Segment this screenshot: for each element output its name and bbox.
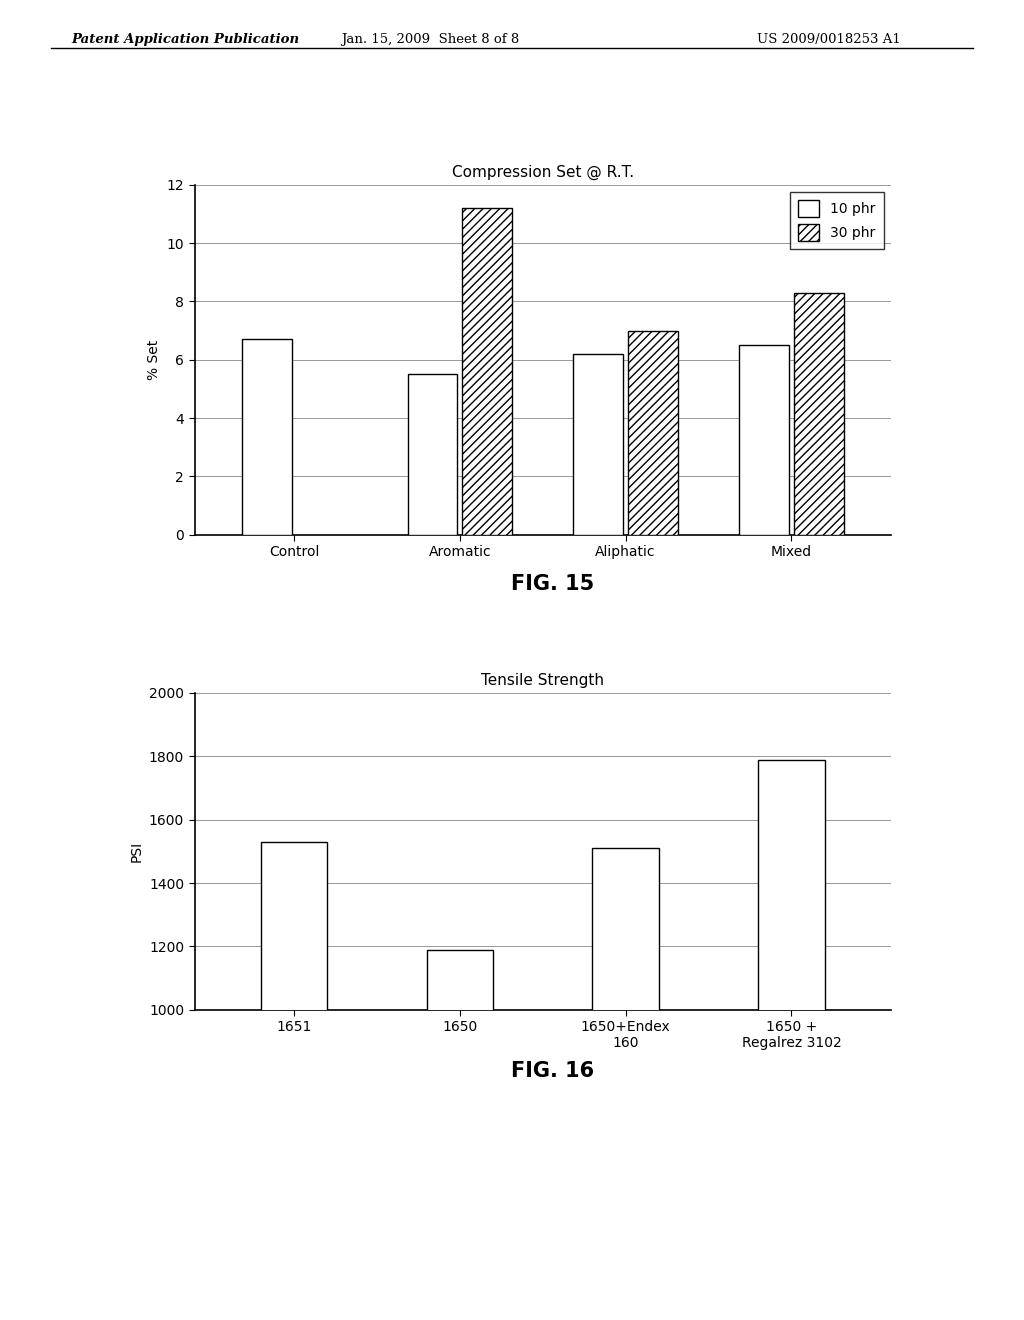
Bar (628, 330, 678, 535)
Text: FIG. 15: FIG. 15 (511, 574, 595, 594)
Bar (427, 949, 493, 1320)
Bar (794, 293, 844, 535)
Bar (593, 849, 658, 1320)
Bar (462, 209, 512, 535)
Text: Jan. 15, 2009  Sheet 8 of 8: Jan. 15, 2009 Sheet 8 of 8 (341, 33, 519, 46)
Bar (758, 759, 824, 1320)
Bar (408, 375, 458, 535)
Legend: 10 phr, 30 phr: 10 phr, 30 phr (790, 191, 884, 249)
Title: Tensile Strength: Tensile Strength (481, 673, 604, 688)
Bar (573, 354, 624, 535)
Title: Compression Set @ R.T.: Compression Set @ R.T. (452, 165, 634, 180)
Bar (739, 345, 788, 535)
Bar (242, 339, 292, 535)
Y-axis label: PSI: PSI (129, 841, 143, 862)
Text: Patent Application Publication: Patent Application Publication (72, 33, 300, 46)
Text: US 2009/0018253 A1: US 2009/0018253 A1 (758, 33, 901, 46)
Y-axis label: % Set: % Set (147, 339, 161, 380)
Bar (261, 842, 328, 1320)
Text: FIG. 16: FIG. 16 (511, 1061, 595, 1081)
